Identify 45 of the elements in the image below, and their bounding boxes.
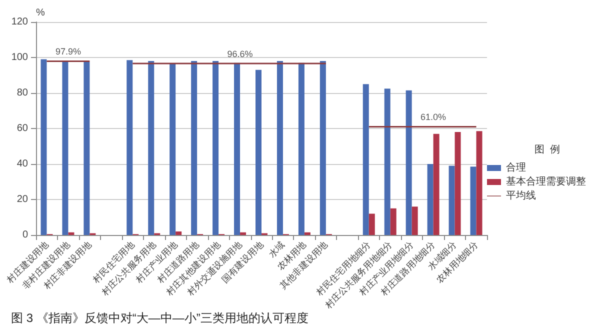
data-label: 61.0%: [420, 112, 446, 122]
bar: [40, 59, 47, 235]
y-tick-label: 0: [22, 230, 28, 240]
bar: [62, 62, 68, 235]
y-tick-label: 60: [16, 123, 28, 134]
bar: [298, 62, 304, 235]
bar: [240, 232, 246, 235]
bar: [470, 166, 476, 235]
bar: [362, 84, 369, 235]
data-label: 97.9%: [55, 46, 81, 57]
bar: [170, 64, 176, 235]
bar: [320, 61, 326, 235]
y-axis-title: %: [36, 8, 45, 18]
bar: [304, 232, 310, 235]
bar: [454, 132, 461, 235]
bar: [448, 166, 455, 235]
legend-title: 图 例: [534, 144, 560, 156]
bar: [176, 231, 182, 235]
y-tick-label: 100: [11, 52, 28, 63]
bar: [68, 232, 74, 235]
legend-label: 合理: [506, 162, 526, 174]
legend-label: 平均线: [506, 190, 536, 202]
bar: [148, 61, 154, 235]
bar: [84, 62, 90, 235]
bar: [406, 90, 412, 235]
y-tick-label: 20: [16, 194, 28, 205]
bar: [476, 131, 482, 235]
bar: [384, 88, 390, 235]
bar: [433, 134, 440, 235]
y-tick-label: 120: [11, 16, 28, 28]
bar: [256, 70, 262, 235]
bar: [212, 61, 219, 235]
bar: [126, 60, 133, 235]
y-tick-label: 40: [16, 158, 28, 170]
bar: [191, 61, 198, 235]
bar: [390, 208, 396, 235]
bar: [412, 206, 418, 235]
y-tick-label: 80: [16, 88, 28, 98]
data-label: 96.6%: [227, 49, 253, 60]
bar: [234, 62, 240, 235]
legend-label: 基本合理需要调整: [506, 176, 586, 188]
bar: [427, 164, 434, 235]
caption: 图 3 《指南》反馈中对“大—中—小”三类用地的认可程度: [11, 311, 308, 325]
bar: [276, 61, 283, 235]
bar: [368, 214, 375, 235]
